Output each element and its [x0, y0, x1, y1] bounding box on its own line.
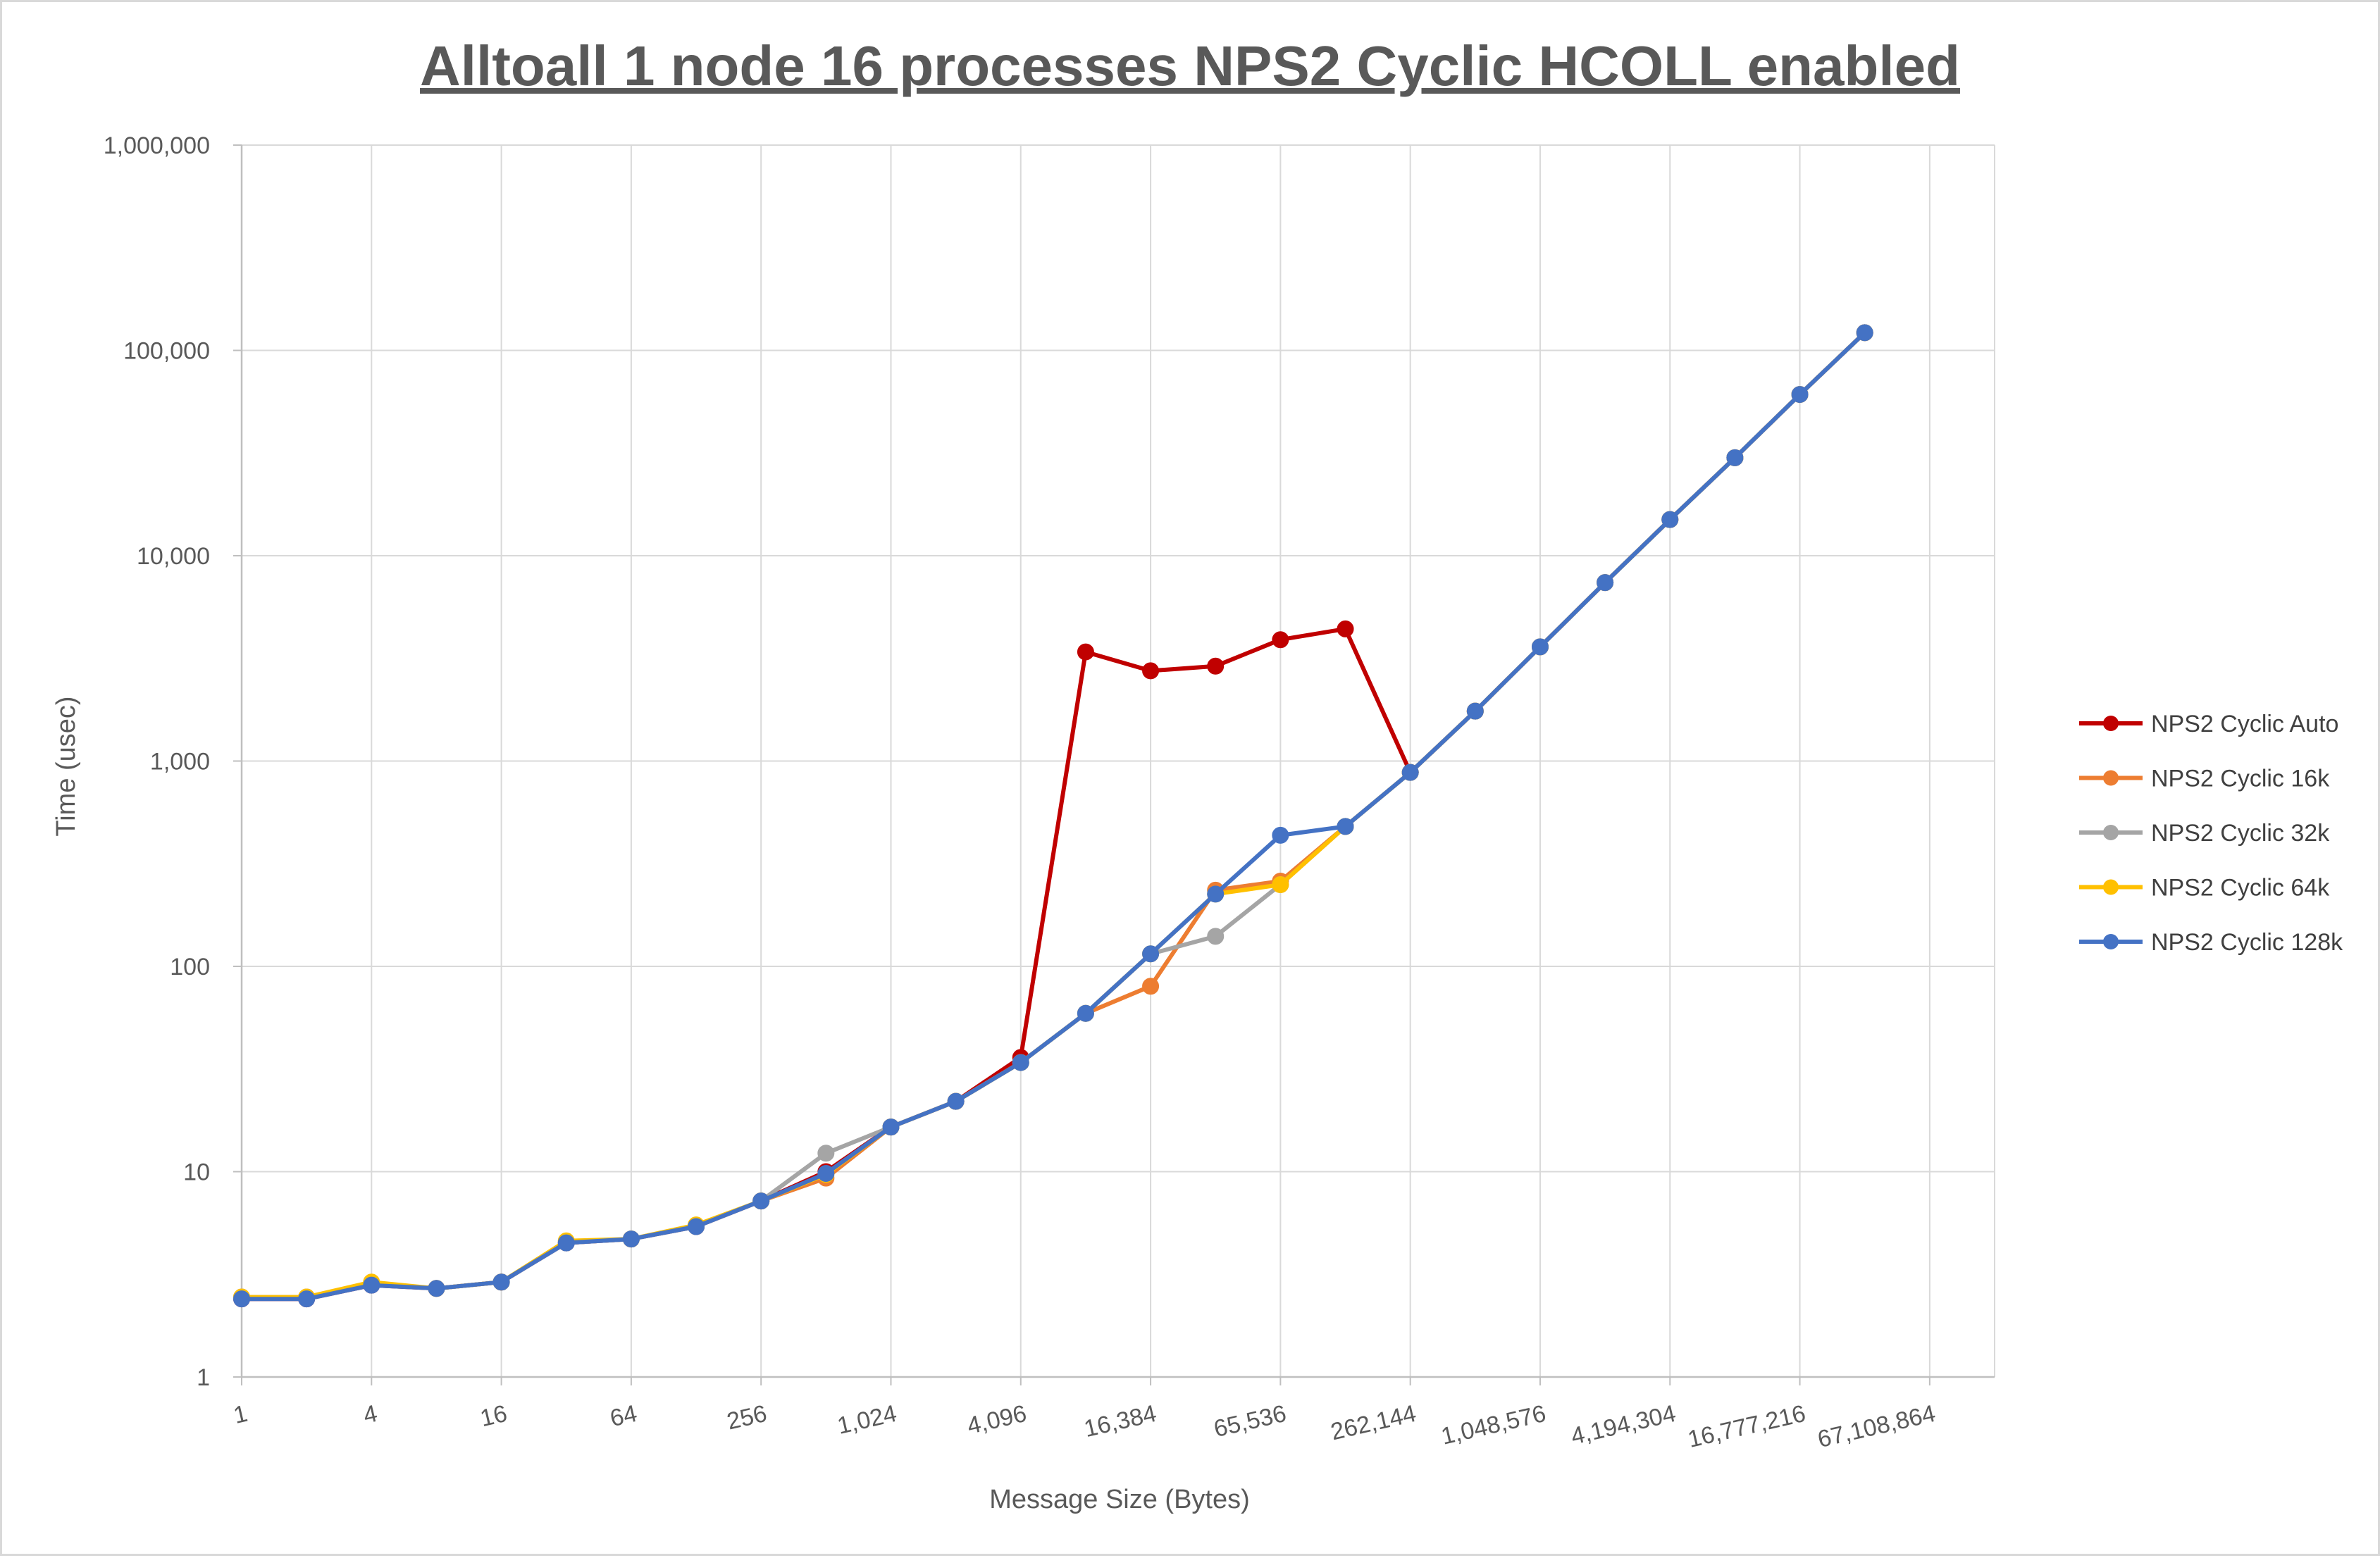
- data-point: [1207, 885, 1225, 903]
- series-line-nps2-cyclic-32k: [240, 330, 1867, 1300]
- data-point: [817, 1165, 835, 1183]
- data-point: [1142, 978, 1160, 995]
- data-point: [1856, 324, 1873, 342]
- series-line-nps2-cyclic-64k: [240, 330, 1867, 1300]
- data-point: [363, 1276, 380, 1294]
- data-point: [233, 1290, 250, 1308]
- legend: NPS2 Cyclic Auto NPS2 Cyclic 16k NPS2 Cycl…: [2079, 711, 2343, 956]
- data-point: [1272, 826, 1289, 844]
- x-tick-label: 65,536: [1211, 1400, 1289, 1442]
- legend-marker-nps2-cyclic-64k: [2103, 879, 2119, 895]
- series-nps2-cyclic-128k: [233, 324, 1873, 1308]
- data-point: [1272, 876, 1289, 894]
- data-point: [428, 1280, 445, 1297]
- axes: 1 10 100 1,000 10,000 100,000 1,000,000 1 4 16 64 2…: [104, 132, 1995, 1453]
- data-point: [1077, 1004, 1094, 1022]
- data-point: [1466, 702, 1484, 720]
- y-tick-label: 1,000: [150, 749, 210, 775]
- legend-marker-nps2-cyclic-128k: [2103, 934, 2119, 949]
- data-point: [1077, 643, 1094, 661]
- x-tick-label: 64: [607, 1400, 639, 1433]
- data-point: [817, 1145, 835, 1162]
- data-point: [947, 1092, 965, 1110]
- series-line-nps2-cyclic-auto: [240, 330, 1867, 1302]
- legend-label-nps2-cyclic-128k: NPS2 Cyclic 128k: [2151, 929, 2343, 956]
- data-point: [1726, 449, 1744, 466]
- series-group: [233, 324, 1873, 1308]
- data-point: [622, 1230, 640, 1248]
- data-point: [752, 1192, 770, 1210]
- x-tick-label: 262,144: [1328, 1400, 1418, 1446]
- series-line-nps2-cyclic-16k: [240, 330, 1867, 1300]
- y-tick-label: 10,000: [137, 543, 210, 570]
- legend-marker-nps2-cyclic-auto: [2103, 716, 2119, 731]
- data-point: [492, 1273, 510, 1291]
- x-tick-label: 1: [231, 1400, 250, 1429]
- x-tick-label: 16,384: [1081, 1400, 1159, 1442]
- legend-label-nps2-cyclic-64k: NPS2 Cyclic 64k: [2151, 875, 2330, 902]
- x-tick-label: 16: [478, 1400, 509, 1433]
- data-point: [1142, 662, 1160, 680]
- x-tick-label: 4: [361, 1400, 380, 1429]
- data-point: [1597, 574, 1614, 592]
- data-point: [1531, 638, 1549, 656]
- legend-marker-nps2-cyclic-32k: [2103, 825, 2119, 840]
- data-point: [1207, 657, 1225, 675]
- data-point: [882, 1118, 900, 1136]
- series-nps2-cyclic-16k: [233, 324, 1873, 1306]
- x-tick-label: 1,048,576: [1439, 1400, 1549, 1450]
- y-tick-label: 1: [197, 1364, 210, 1391]
- legend-label-nps2-cyclic-16k: NPS2 Cyclic 16k: [2151, 766, 2330, 792]
- gridlines: [241, 144, 1995, 1378]
- y-tick-label: 100: [170, 954, 210, 980]
- x-axis-label: Message Size (Bytes): [989, 1485, 1250, 1514]
- x-tick-label: 256: [724, 1400, 769, 1435]
- x-tick-label: 4,096: [965, 1400, 1029, 1440]
- legend-label-nps2-cyclic-32k: NPS2 Cyclic 32k: [2151, 820, 2330, 847]
- y-tick-label: 10: [183, 1159, 210, 1186]
- x-tick-label: 16,777,216: [1685, 1400, 1808, 1453]
- legend-label-nps2-cyclic-auto: NPS2 Cyclic Auto: [2151, 711, 2338, 737]
- chart-title: Alltoall 1 node 16 processes NPS2 Cyclic…: [420, 35, 1960, 97]
- x-tick-label: 1,024: [835, 1400, 899, 1440]
- x-tick-label: 67,108,864: [1815, 1400, 1938, 1453]
- data-point: [1272, 631, 1289, 649]
- series-nps2-cyclic-64k: [233, 324, 1873, 1306]
- series-line-nps2-cyclic-128k: [240, 330, 1867, 1302]
- data-point: [1337, 620, 1354, 637]
- data-point: [1142, 945, 1160, 963]
- legend-marker-nps2-cyclic-16k: [2103, 770, 2119, 786]
- series-nps2-cyclic-32k: [233, 324, 1873, 1306]
- data-point: [1791, 386, 1809, 404]
- x-tick-label: 4,194,304: [1568, 1400, 1678, 1450]
- data-point: [1401, 764, 1419, 781]
- data-point: [298, 1290, 316, 1308]
- y-axis-label: Time (usec): [51, 696, 81, 836]
- y-tick-label: 100,000: [123, 338, 210, 365]
- data-point: [1207, 928, 1225, 945]
- data-point: [688, 1218, 705, 1235]
- data-point: [1661, 511, 1679, 528]
- y-tick-label: 1,000,000: [104, 132, 210, 159]
- data-point: [1337, 818, 1354, 835]
- data-point: [1012, 1054, 1029, 1071]
- data-point: [557, 1234, 575, 1252]
- series-nps2-cyclic-auto: [233, 324, 1873, 1308]
